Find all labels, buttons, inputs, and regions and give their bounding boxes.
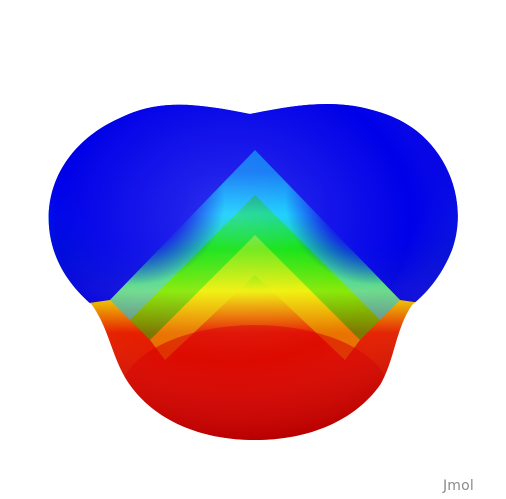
jmol-watermark: Jmol [442,478,474,494]
